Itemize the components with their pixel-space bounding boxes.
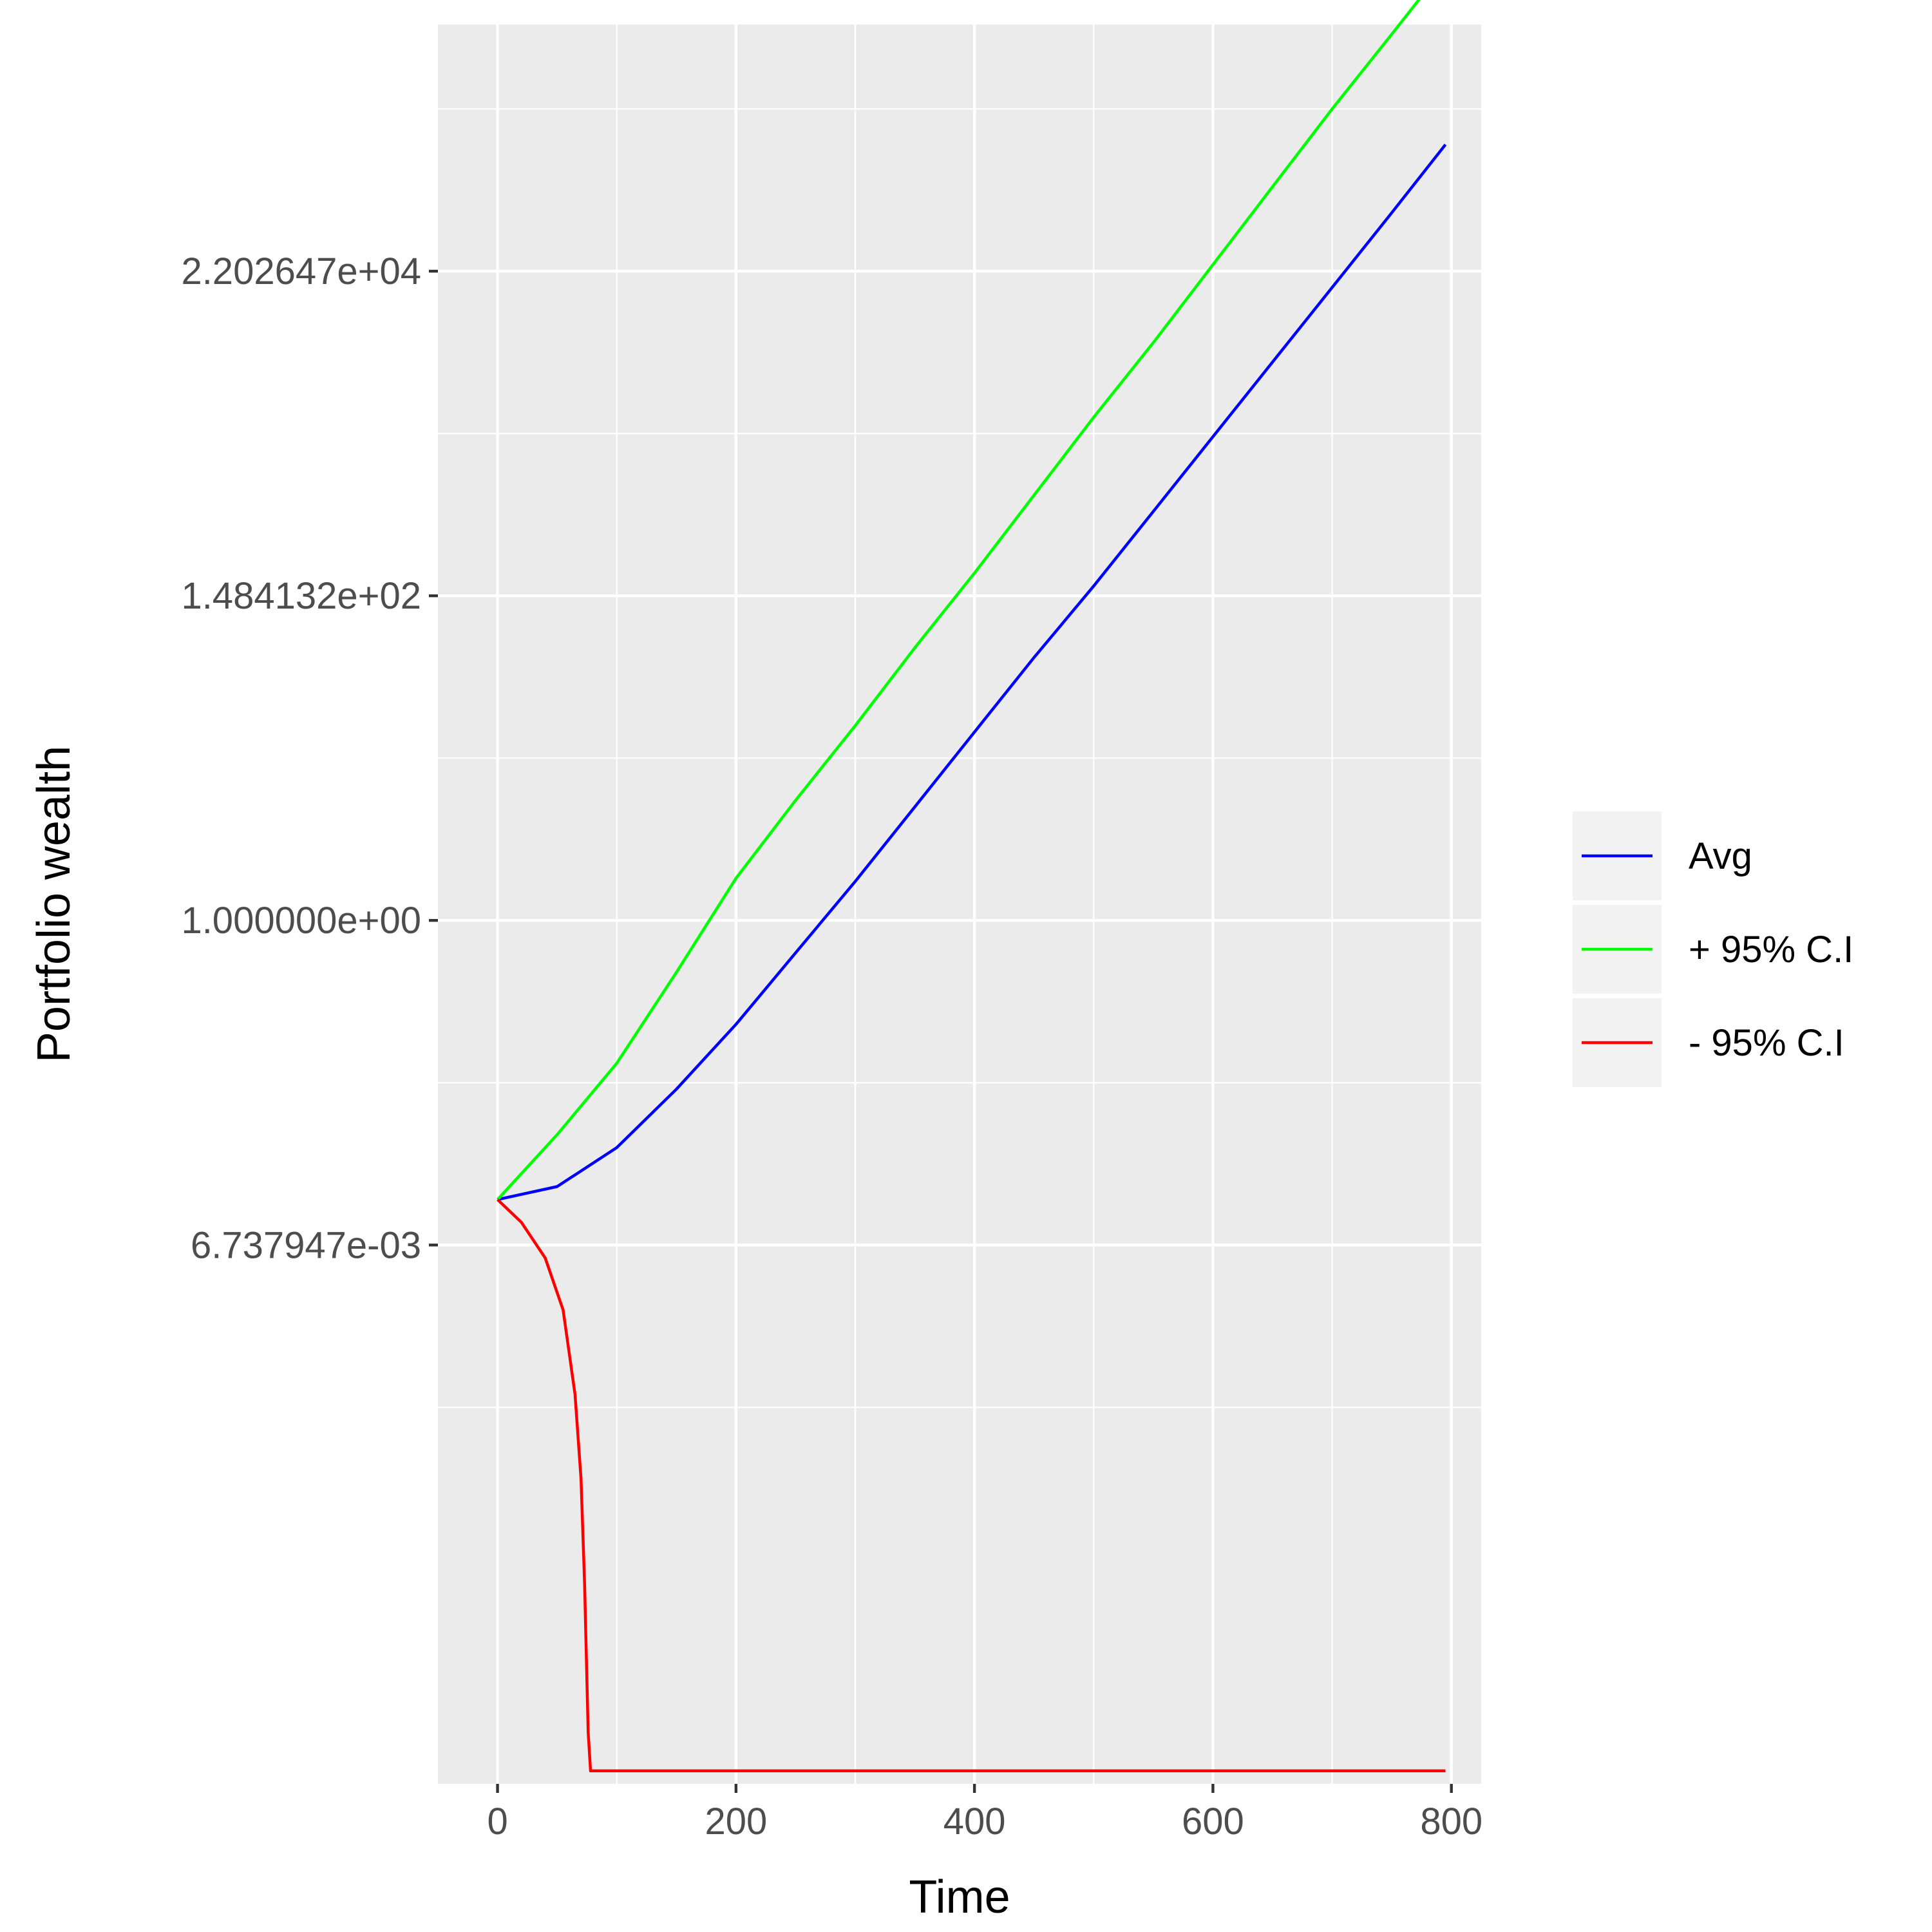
- panel-background: [438, 24, 1481, 1784]
- y-tick-label: 6.737947e-03: [191, 1224, 421, 1266]
- minor-grid: [438, 24, 1481, 1784]
- y-tick-label: 1.484132e+02: [181, 575, 421, 617]
- x-tick-label: 200: [705, 1801, 767, 1842]
- legend-label: + 95% C.I: [1689, 929, 1853, 971]
- x-axis: 0 200 400 600 800: [487, 1784, 1482, 1842]
- x-axis-title: Time: [909, 1871, 1010, 1923]
- x-tick-label: 800: [1420, 1801, 1482, 1842]
- x-tick-label: 0: [487, 1801, 507, 1842]
- legend-label: - 95% C.I: [1689, 1022, 1844, 1064]
- y-axis-title: Portfolio wealth: [28, 746, 80, 1063]
- legend: Avg + 95% C.I - 95% C.I: [1573, 811, 1853, 1087]
- y-tick-label: 1.000000e+00: [181, 900, 421, 942]
- legend-label: Avg: [1689, 835, 1752, 877]
- series-line-avg: [497, 144, 1447, 1201]
- series-lines: [496, 0, 1447, 1773]
- series-line-95-c-i: [496, 0, 1421, 1201]
- x-tick-label: 600: [1182, 1801, 1244, 1842]
- series-line-95-c-i: [497, 1198, 1446, 1773]
- y-axis: 6.737947e-03 1.000000e+00 1.484132e+02 2.20…: [181, 251, 438, 1266]
- y-tick-label: 2.202647e+04: [181, 251, 421, 292]
- major-grid: [438, 24, 1481, 1784]
- x-tick-label: 400: [943, 1801, 1006, 1842]
